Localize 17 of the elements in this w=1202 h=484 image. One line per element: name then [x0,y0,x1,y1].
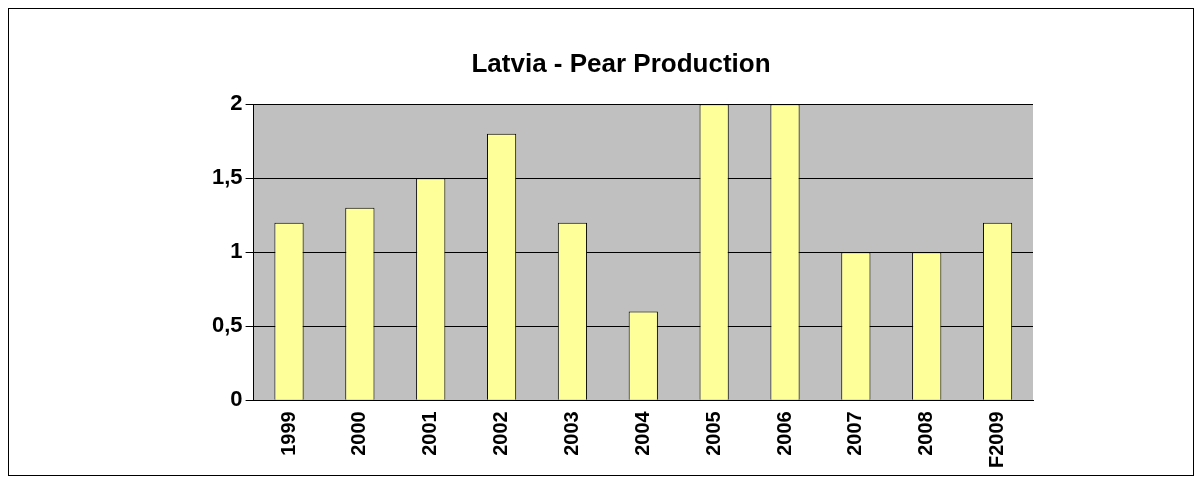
x-tick-label: F2009 [985,411,1008,469]
y-tick-label: 0,5 [211,312,243,338]
x-tick-label: 2003 [559,411,582,456]
x-tick-label: 1999 [276,411,299,456]
x-tick-label: 2002 [489,411,512,456]
x-tick-label: 2004 [630,410,653,456]
y-tick-label: 0 [230,386,243,412]
x-tick-label: 2006 [772,411,795,456]
x-tick-label: 2005 [701,411,724,456]
y-tick-label: 1,5 [211,164,243,190]
y-tick-label: 2 [230,90,243,116]
y-tick-label: 1 [230,238,243,264]
x-tick-label: 2000 [347,411,370,456]
x-tick-label: 2008 [914,411,937,456]
x-tick-label: 2001 [418,411,441,456]
chart-title: Latvia - Pear Production [471,47,771,78]
x-tick-label: 2007 [843,411,866,456]
